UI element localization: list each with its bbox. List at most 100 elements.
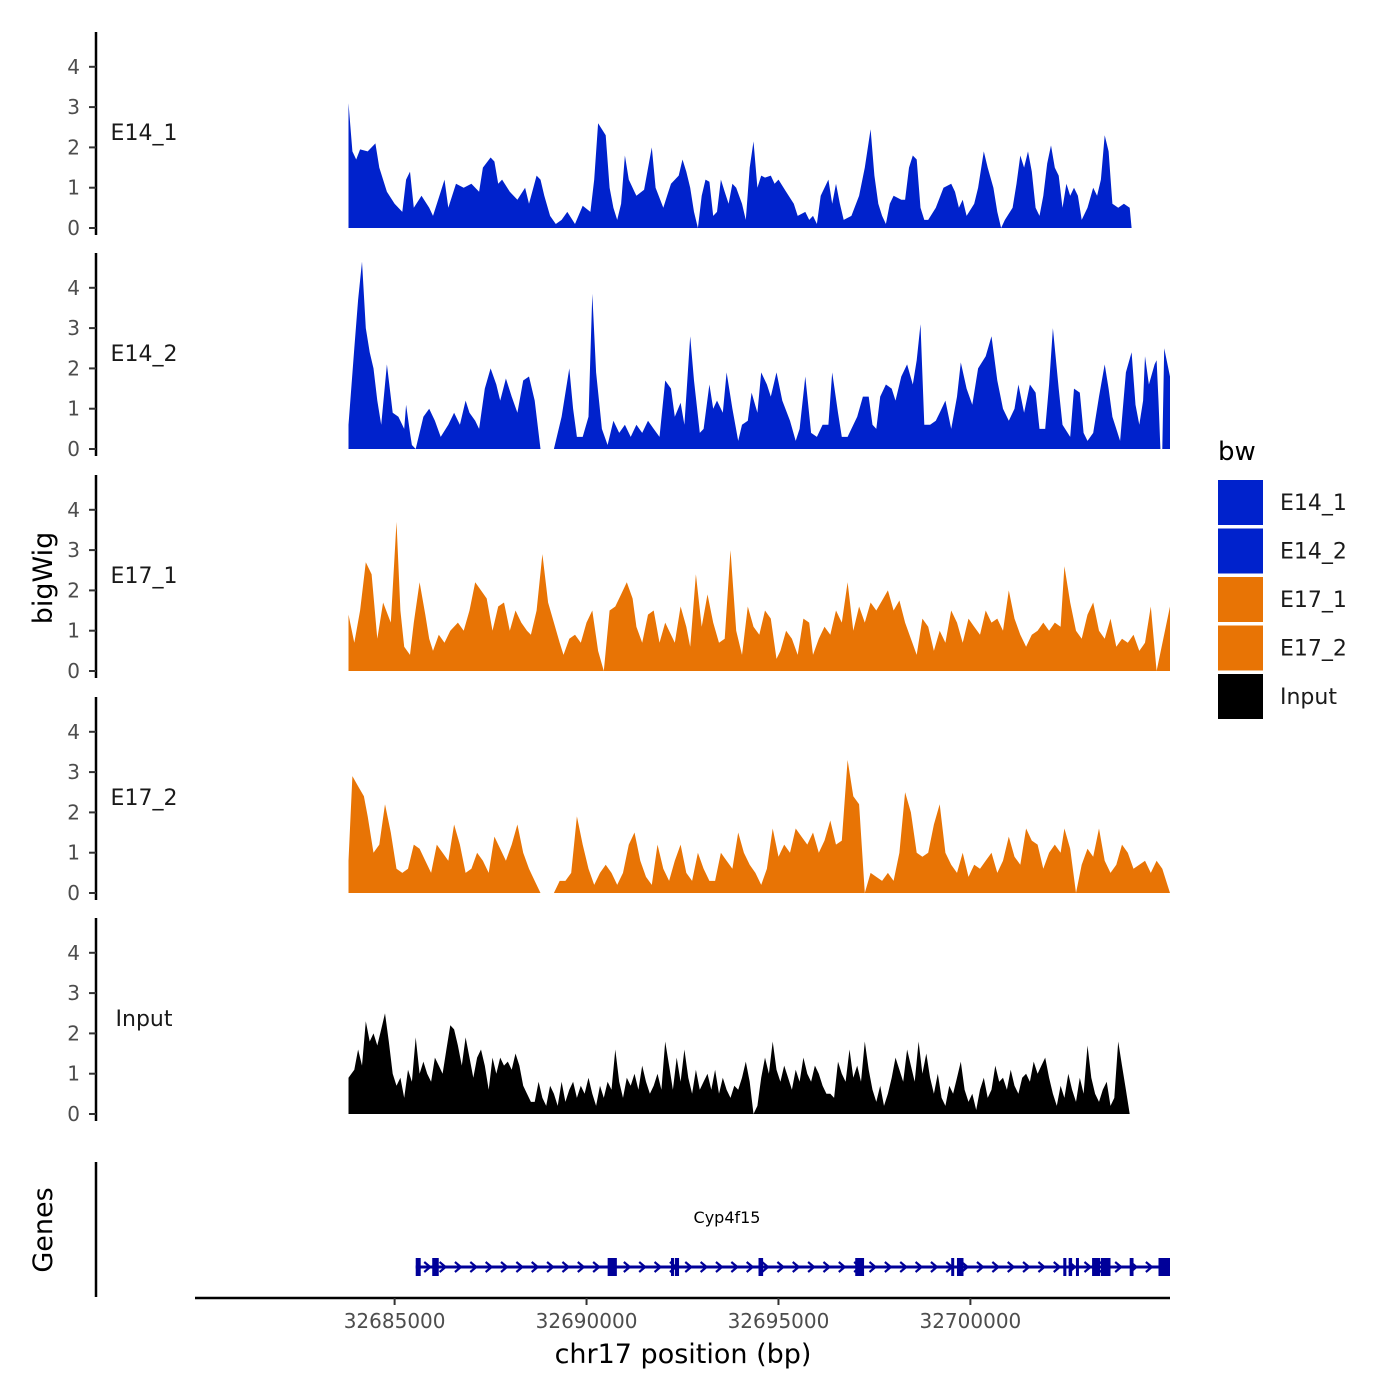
strand-arrow	[653, 1261, 663, 1273]
strand-arrow	[838, 1261, 847, 1273]
y-tick-label: 2	[67, 578, 80, 602]
gene-exon	[670, 1258, 674, 1276]
gene-exon	[674, 1258, 680, 1276]
gene-exon	[1068, 1258, 1073, 1276]
gene-exon	[1129, 1258, 1134, 1276]
strand-arrow	[976, 1261, 985, 1273]
track-e17-2: 0 1 2 3 4 E17_2	[67, 697, 1170, 905]
y-axis-title: bigWig	[28, 532, 59, 625]
x-axis: 32685000 32690000 32695000 32700000 chr17 p…	[195, 1296, 1170, 1370]
legend-label: E14_2	[1280, 540, 1347, 565]
strand-arrow	[1022, 1261, 1031, 1273]
strand-arrow	[745, 1261, 755, 1273]
strand-arrow	[884, 1261, 893, 1273]
strand-arrow	[776, 1261, 786, 1273]
strand-arrow	[561, 1261, 571, 1273]
track-e14-1: 0 1 2 3 4 E14_1	[67, 32, 1132, 240]
strand-arrow	[592, 1261, 601, 1273]
y-tick-label: 0	[67, 881, 80, 905]
strand-arrow	[914, 1261, 924, 1273]
x-axis-ticks: 32685000 32690000 32695000 32700000	[344, 1298, 1021, 1333]
strand-arrow	[577, 1261, 586, 1273]
gene-exon	[1158, 1258, 1170, 1276]
gene-exon	[1092, 1258, 1101, 1276]
gene-model	[415, 1258, 1170, 1276]
y-tick-label: 2	[67, 135, 80, 159]
legend-label: E14_1	[1280, 491, 1347, 516]
strand-arrow	[730, 1261, 740, 1273]
legend-label: E17_2	[1280, 637, 1347, 662]
y-tick-label: 2	[67, 1021, 80, 1045]
strand-arrow	[761, 1261, 770, 1273]
gene-exon	[607, 1258, 617, 1276]
legend-swatch	[1218, 528, 1263, 574]
strand-arrow	[454, 1261, 463, 1273]
gene-exon	[1075, 1258, 1079, 1276]
area-e17-1	[348, 521, 1170, 671]
strand-arrow	[469, 1261, 479, 1273]
legend-swatch	[1218, 625, 1263, 671]
strand-arrow	[638, 1261, 647, 1273]
area-e14-2	[348, 261, 1170, 449]
y-tick-label: 0	[67, 1102, 80, 1126]
strand-arrow	[1037, 1261, 1047, 1273]
x-tick-label: 32695000	[728, 1309, 830, 1333]
strand-arrow	[715, 1261, 724, 1273]
strand-arrow	[1006, 1261, 1016, 1273]
x-axis-title: chr17 position (bp)	[555, 1339, 812, 1370]
strand-arrow	[438, 1261, 448, 1273]
strand-arrow	[623, 1261, 632, 1273]
strand-arrow	[868, 1261, 878, 1273]
strand-arrow	[515, 1261, 525, 1273]
strand-arrow	[960, 1261, 970, 1273]
y-tick-label: 4	[67, 276, 80, 300]
y-tick-label: 4	[67, 55, 80, 79]
y-tick-label: 4	[67, 941, 80, 965]
strand-arrow	[699, 1261, 709, 1273]
strand-arrow	[899, 1261, 908, 1273]
strand-arrow	[807, 1261, 816, 1273]
strand-arrow	[1083, 1261, 1093, 1273]
strand-arrow	[792, 1261, 801, 1273]
y-tick-label: 4	[67, 720, 80, 744]
y-tick-label: 3	[67, 95, 80, 119]
legend-swatch	[1218, 480, 1263, 525]
y-tick-label: 0	[67, 216, 80, 240]
gene-label: Cyp4f15	[694, 1208, 761, 1227]
area-e17-2	[348, 760, 1170, 893]
gene-exon	[1100, 1258, 1111, 1276]
track-label: E14_1	[111, 121, 178, 146]
legend-label: E17_1	[1280, 588, 1347, 613]
y-tick-label: 3	[67, 316, 80, 340]
track-input: 0 1 2 3 4 Input	[67, 918, 1170, 1126]
gene-exon	[758, 1258, 764, 1276]
gene-exon	[855, 1258, 865, 1276]
track-e14-2: 0 1 2 3 4 E14_2	[67, 253, 1170, 461]
gene-exon	[415, 1258, 421, 1276]
y-tick-label: 1	[67, 1062, 80, 1086]
track-e17-1: 0 1 2 3 4 E17_1	[67, 475, 1170, 683]
y-tick-label: 4	[67, 498, 80, 522]
strand-arrow	[1114, 1261, 1123, 1273]
x-tick-label: 32685000	[344, 1309, 446, 1333]
y-tick-label: 3	[67, 981, 80, 1005]
y-tick-label: 0	[67, 437, 80, 461]
gene-exon	[951, 1258, 955, 1276]
gene-exon	[956, 1258, 964, 1276]
x-tick-label: 32690000	[536, 1309, 638, 1333]
x-tick-label: 32700000	[919, 1309, 1021, 1333]
legend-swatch	[1218, 577, 1263, 622]
strand-arrow	[531, 1261, 540, 1273]
genes-track: Genes Cyp4f15	[28, 1162, 1170, 1297]
legend-items: E14_1 E14_2 E17_1 E17_2 Input	[1218, 480, 1347, 719]
track-panels: 0 1 2 3 4 E14_1 0 1 2 3 4 E14_2 0 1 2 3 4 E17_1 0 1 2 3 4 E17_2…	[67, 32, 1170, 1126]
track-label: Input	[116, 1007, 173, 1032]
area-e14-1	[348, 103, 1132, 228]
y-tick-label: 2	[67, 800, 80, 824]
track-label: E14_2	[111, 342, 178, 367]
legend-title: bw	[1218, 437, 1256, 467]
strand-arrow	[1145, 1261, 1154, 1273]
strand-arrow	[1053, 1261, 1062, 1273]
y-tick-label: 3	[67, 760, 80, 784]
